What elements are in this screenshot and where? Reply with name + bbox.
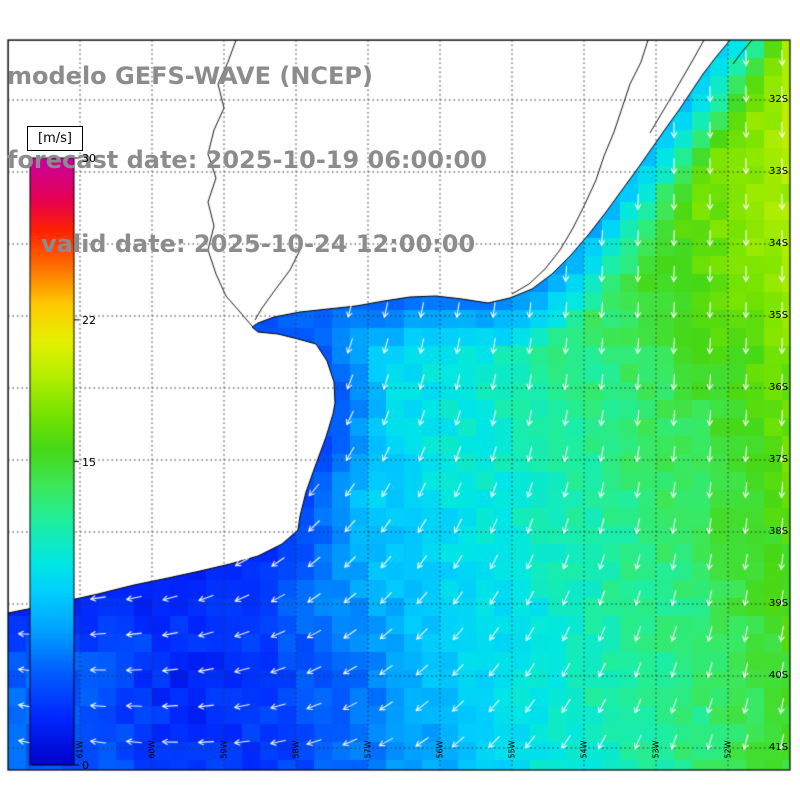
- lon-tick-label: 59W: [219, 740, 229, 759]
- forecast-date-label: forecast date: 2025-10-19 06:00:00: [7, 146, 487, 174]
- lon-tick-label: 52W: [723, 740, 733, 759]
- lat-tick-label: 34S: [769, 238, 789, 249]
- lon-tick-label: 53W: [651, 740, 661, 759]
- lat-tick-label: 40S: [769, 670, 789, 681]
- title-block: modelo GEFS-WAVE (NCEP) forecast date: 2…: [7, 6, 487, 314]
- colorbar-tick-label: 0: [82, 759, 89, 772]
- lon-tick-label: 55W: [507, 740, 517, 759]
- lon-tick-label: 57W: [363, 740, 373, 759]
- colorbar-tick-label: 15: [82, 455, 96, 469]
- lon-tick-label: 54W: [579, 740, 589, 759]
- lat-tick-label: 33S: [769, 166, 789, 177]
- colorbar-tick-label: 30: [82, 152, 96, 165]
- lat-tick-label: 38S: [769, 526, 789, 537]
- lat-tick-label: 36S: [769, 382, 789, 393]
- lat-tick-label: 35S: [769, 310, 789, 321]
- lon-tick-label: 60W: [147, 740, 157, 759]
- lat-tick-label: 41S: [769, 742, 789, 753]
- lat-tick-label: 39S: [769, 598, 789, 609]
- colorbar-unit-label: [m/s]: [27, 126, 83, 151]
- model-title: modelo GEFS-WAVE (NCEP): [7, 62, 373, 90]
- lat-tick-label: 32S: [769, 94, 789, 105]
- lon-tick-label: 56W: [435, 740, 445, 759]
- lon-tick-label: 61W: [75, 740, 85, 759]
- lon-tick-label: 58W: [291, 740, 301, 759]
- valid-date-label: valid date: 2025-10-24 12:00:00: [41, 230, 476, 258]
- lat-tick-label: 37S: [769, 454, 789, 465]
- colorbar-tick-label: 22: [82, 313, 96, 327]
